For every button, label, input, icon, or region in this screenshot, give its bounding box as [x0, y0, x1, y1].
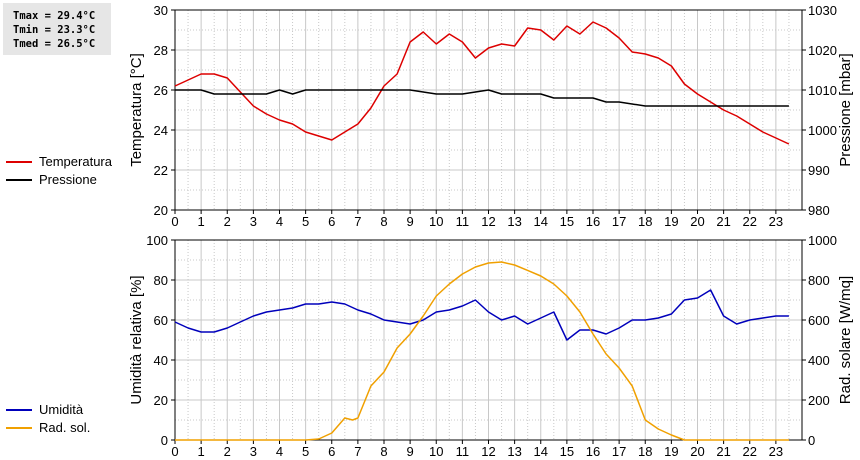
x-tick-label: 2: [224, 444, 231, 459]
series-rad-sol-line: [175, 261, 789, 441]
y-left-tick-label: 20: [154, 393, 168, 408]
solar-swatch: [6, 427, 32, 429]
y-right-tick-label: 200: [808, 393, 830, 408]
y-left-axis-title: Umidità relativa [%]: [128, 275, 145, 404]
x-tick-label: 20: [690, 214, 704, 229]
x-tick-label: 13: [507, 444, 521, 459]
x-tick-label: 17: [612, 214, 626, 229]
y-right-tick-label: 0: [808, 433, 815, 448]
x-tick-label: 23: [769, 444, 783, 459]
grid-lines: [175, 10, 802, 210]
x-tick-label: 7: [354, 444, 361, 459]
chart-panel-humidity-solar: 0 1 2 3 4 5 6 7 8 9 10 11 12 13 14 15 16 17 18 19 20 21 22 2302…: [128, 233, 854, 459]
x-tick-label: 3: [250, 444, 257, 459]
legend-item-solar: Rad. sol.: [6, 420, 116, 438]
y-right-tick-label: 600: [808, 313, 830, 328]
y-left-tick-label: 80: [154, 273, 168, 288]
y-left-tick-label: 22: [154, 163, 168, 178]
x-tick-label: 2: [224, 214, 231, 229]
series-temperatura-line: [174, 21, 790, 145]
x-tick-label: 5: [302, 214, 309, 229]
x-tick-label: 0: [171, 214, 178, 229]
x-tick-label: 23: [769, 214, 783, 229]
temperature-swatch: [6, 161, 32, 163]
stat-tmed: Tmed = 26.5°C: [13, 38, 96, 50]
x-tick-label: 16: [586, 444, 600, 459]
y-right-axis-title: Rad. solare [W/mq]: [837, 276, 854, 404]
x-tick-label: 0: [171, 444, 178, 459]
x-tick-label: 7: [354, 214, 361, 229]
x-tick-label: 4: [276, 214, 283, 229]
y-right-axis-title: Pressione [mbar]: [837, 53, 854, 166]
chart-panel-temperature-pressure: 0 1 2 3 4 5 6 7 8 9 10 11 12 13 14 15 16 17 18 19 20 21 22 2320…: [128, 3, 854, 229]
x-tick-label: 1: [198, 444, 205, 459]
y-left-tick-label: 0: [161, 433, 168, 448]
x-tick-label: 14: [534, 214, 548, 229]
y-right-tick-label: 980: [808, 203, 830, 218]
y-left-tick-label: 20: [154, 203, 168, 218]
x-tick-label: 6: [328, 444, 335, 459]
y-right-tick-label: 1020: [808, 43, 837, 58]
y-right-tick-label: 990: [808, 163, 830, 178]
legend-item-humidity: Umidità: [6, 402, 116, 420]
x-tick-label: 21: [716, 214, 730, 229]
x-tick-label: 21: [716, 444, 730, 459]
x-tick-label: 4: [276, 444, 283, 459]
x-tick-label: 18: [638, 444, 652, 459]
y-right-tick-label: 800: [808, 273, 830, 288]
humidity-swatch: [6, 409, 32, 411]
legend-label: Pressione: [39, 172, 97, 187]
x-tick-label: 22: [743, 214, 757, 229]
y-left-tick-label: 24: [154, 123, 168, 138]
x-tick-label: 6: [328, 214, 335, 229]
y-left-tick-label: 30: [154, 3, 168, 18]
x-tick-label: 11: [456, 444, 470, 459]
legend-label: Rad. sol.: [39, 420, 91, 435]
x-tick-label: 13: [507, 214, 521, 229]
y-right-tick-label: 1010: [808, 83, 837, 98]
x-tick-label: 10: [429, 214, 443, 229]
x-tick-label: 3: [250, 214, 257, 229]
x-tick-label: 1: [198, 214, 205, 229]
y-left-tick-label: 60: [154, 313, 168, 328]
x-tick-label: 9: [407, 214, 414, 229]
x-tick-label: 10: [429, 444, 443, 459]
x-tick-label: 16: [586, 214, 600, 229]
x-tick-label: 15: [560, 444, 574, 459]
x-tick-label: 20: [690, 444, 704, 459]
stats-box: Tmax = 29.4°C Tmin = 23.3°C Tmed = 26.5°…: [3, 3, 111, 55]
stat-tmin: Tmin = 23.3°C: [13, 24, 96, 36]
x-tick-label: 19: [664, 444, 678, 459]
x-tick-label: 14: [534, 444, 548, 459]
series-umidita-line: [174, 289, 789, 341]
y-left-tick-label: 26: [154, 83, 168, 98]
x-tick-label: 5: [302, 444, 309, 459]
x-tick-label: 8: [380, 214, 387, 229]
x-tick-label: 11: [456, 214, 470, 229]
x-tick-label: 15: [560, 214, 574, 229]
y-left-axis-title: Temperatura [°C]: [128, 53, 145, 167]
x-tick-label: 12: [481, 444, 495, 459]
stat-tmax: Tmax = 29.4°C: [13, 10, 96, 22]
x-tick-label: 17: [612, 444, 626, 459]
series-pressione-line: [175, 89, 789, 107]
y-right-tick-label: 1030: [808, 3, 837, 18]
x-tick-label: 22: [743, 444, 757, 459]
y-left-tick-label: 40: [154, 353, 168, 368]
grid-lines: [175, 240, 802, 440]
x-tick-label: 9: [407, 444, 414, 459]
y-right-tick-label: 1000: [808, 233, 837, 248]
legend-label: Temperatura: [39, 154, 112, 169]
x-tick-label: 18: [638, 214, 652, 229]
y-right-tick-label: 1000: [808, 123, 837, 138]
legend-label: Umidità: [39, 402, 84, 417]
y-right-tick-label: 400: [808, 353, 830, 368]
x-tick-label: 8: [380, 444, 387, 459]
y-left-tick-label: 100: [146, 233, 168, 248]
x-tick-label: 19: [664, 214, 678, 229]
pressure-swatch: [6, 179, 32, 181]
x-tick-label: 12: [481, 214, 495, 229]
y-left-tick-label: 28: [154, 43, 168, 58]
